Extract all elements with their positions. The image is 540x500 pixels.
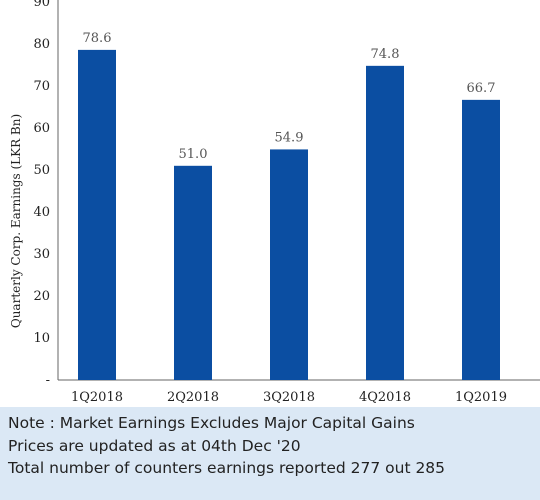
x-tick-label: 4Q2018 (359, 390, 411, 405)
data-label: 66.7 (467, 81, 496, 96)
data-labels: 78.6 51.0 54.9 74.8 66.7 (83, 31, 496, 162)
bar (174, 165, 212, 380)
bar (366, 65, 404, 380)
y-ticks: - 10 20 30 40 50 60 70 80 90 (33, 0, 50, 388)
y-tick-label: 90 (33, 0, 50, 10)
note-line-counters-reported: Total number of counters earnings report… (8, 459, 446, 477)
y-tick-label: 30 (33, 247, 50, 262)
y-tick-label: 80 (33, 37, 50, 52)
bar (78, 49, 116, 380)
y-axis-label: Quarterly Corp. Earnings (LKR Bn) (9, 114, 23, 328)
bar (462, 99, 500, 381)
note-line-prices-date: Prices are updated as at 04th Dec '20 (8, 436, 301, 455)
data-label: 51.0 (179, 147, 208, 162)
note-line-capital-gains: Note : Market Earnings Excludes Major Ca… (8, 414, 415, 432)
x-tick-label: 3Q2018 (263, 390, 315, 405)
y-tick-label: 70 (33, 79, 50, 94)
notes-box: Note : Market Earnings Excludes Major Ca… (0, 407, 540, 500)
earnings-bar-chart: Quarterly Corp. Earnings (LKR Bn) - 10 20 3… (9, 0, 540, 405)
data-label: 54.9 (275, 130, 304, 145)
x-tick-label: 1Q2018 (71, 390, 123, 405)
y-tick-label: 50 (33, 163, 50, 178)
y-tick-label: - (46, 373, 50, 388)
x-tick-label: 1Q2019 (455, 390, 507, 405)
y-tick-label: 40 (33, 205, 50, 220)
y-tick-label: 10 (33, 331, 50, 346)
bar (270, 149, 308, 380)
x-tick-label: 2Q2018 (167, 390, 219, 405)
x-ticks: 1Q2018 2Q2018 3Q2018 4Q2018 1Q2019 (71, 390, 507, 405)
data-label: 74.8 (371, 47, 400, 62)
y-tick-label: 60 (33, 121, 50, 136)
y-tick-label: 20 (33, 289, 50, 304)
bars (78, 49, 500, 381)
data-label: 78.6 (83, 31, 112, 46)
